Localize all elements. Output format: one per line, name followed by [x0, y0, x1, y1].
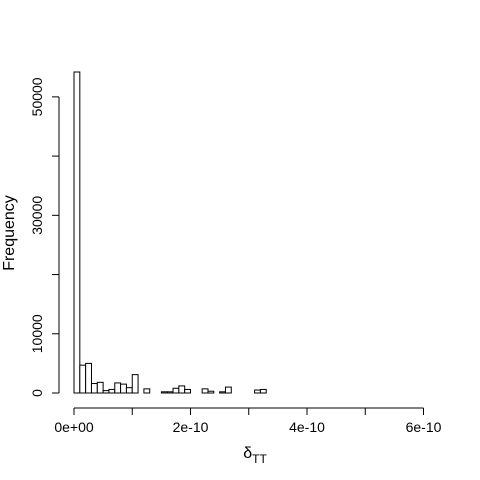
y-axis-label: Frequency	[1, 195, 18, 271]
y-tick-label: 0	[29, 389, 45, 397]
histogram-bar	[184, 388, 191, 394]
bars-group	[73, 71, 267, 394]
y-axis: 0 10000 30000 50000	[29, 77, 60, 397]
histogram-bar	[131, 374, 139, 394]
x-axis-label: δTT	[243, 445, 267, 466]
histogram-bar	[120, 383, 127, 394]
histogram-bar	[207, 390, 215, 394]
histogram-bar	[90, 383, 98, 394]
x-axis-label-main: δ	[243, 445, 252, 462]
histogram-bar	[108, 388, 116, 394]
histogram-bar	[160, 391, 168, 394]
histogram-bar	[114, 382, 122, 394]
histogram-bar	[166, 391, 174, 394]
histogram-bar	[73, 71, 81, 394]
histogram-bar	[178, 385, 186, 394]
x-tick-label: 6e-10	[406, 419, 442, 435]
histogram-bar	[172, 387, 180, 394]
x-axis: 0e+00 2e-10 4e-10 6e-10	[54, 407, 442, 435]
histogram-bar	[143, 388, 151, 394]
histogram-bar	[79, 364, 87, 394]
y-tick-label: 30000	[29, 196, 45, 235]
histogram-bar	[125, 387, 133, 394]
histogram-bar	[85, 362, 92, 394]
histogram-bar	[219, 391, 226, 394]
histogram-bar	[259, 388, 267, 394]
histogram-bar	[224, 386, 232, 394]
histogram-bar	[96, 381, 104, 394]
x-tick-label: 0e+00	[54, 419, 94, 435]
y-tick-label: 10000	[29, 314, 45, 353]
histogram-bar	[102, 390, 110, 394]
y-tick-label: 50000	[29, 77, 45, 116]
histogram-bar	[201, 388, 209, 394]
histogram-bar	[254, 389, 261, 394]
x-tick-label: 2e-10	[173, 419, 209, 435]
x-tick-label: 4e-10	[289, 419, 325, 435]
x-axis-label-subscript: TT	[252, 452, 267, 466]
